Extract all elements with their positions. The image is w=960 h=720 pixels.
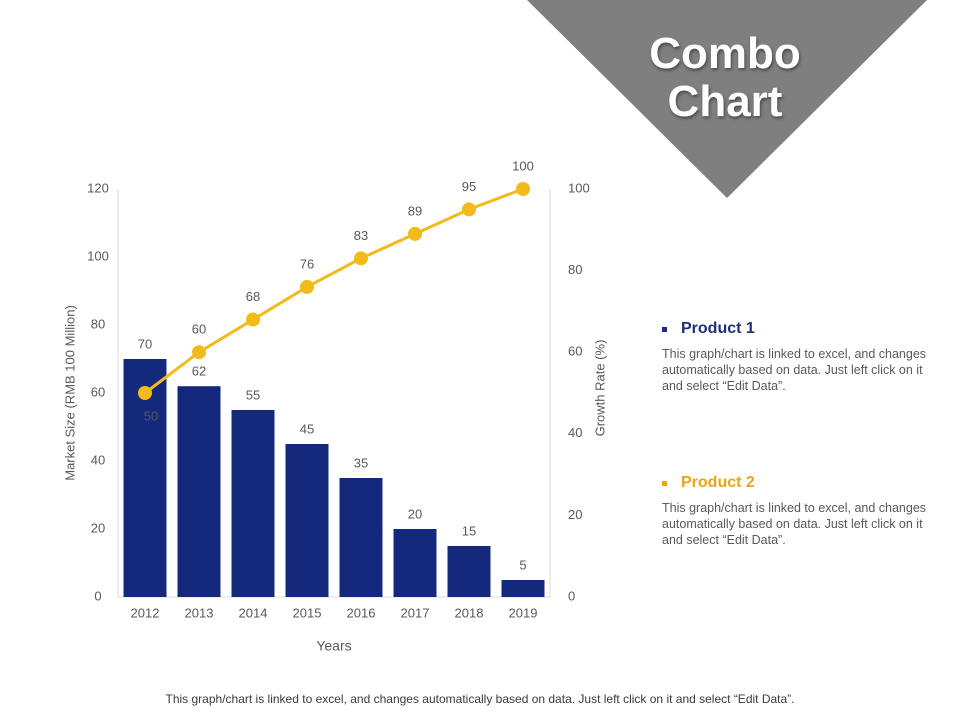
banner-triangle [527,0,927,198]
legend-product-2-label: Product 2 [681,474,755,491]
page-title: Combo Chart [649,29,801,126]
x-tick-label: 2015 [293,605,322,620]
x-tick-label: 2016 [347,605,376,620]
y2-tick-label: 20 [568,507,582,522]
line-point [192,345,206,360]
line-data-label: 60 [192,322,206,337]
legend-product-1: Product 1 This graph/chart is linked to … [662,320,942,394]
y-tick-label: 100 [87,248,109,263]
line-data-label: 100 [512,158,534,173]
line-point [246,312,260,327]
bar-data-label: 62 [192,364,206,379]
bar [501,580,545,597]
line-data-label: 68 [246,289,260,304]
line-data-label: 95 [462,179,476,194]
line-point [300,279,314,294]
line-point [516,182,530,196]
line-data-label: 76 [300,256,314,271]
title-banner [527,0,927,198]
line-point [138,386,152,400]
bar [177,386,221,597]
x-tick-label: 2014 [239,605,268,620]
square-bullet-icon [662,326,667,332]
bar-data-label: 55 [246,387,260,402]
x-tick-label: 2018 [455,605,484,620]
bar [285,444,329,597]
footnote: This graph/chart is linked to excel, and… [165,692,795,706]
y-tick-label: 20 [91,520,105,535]
y2-tick-label: 40 [568,425,582,440]
y-tick-label: 0 [94,588,101,603]
y-tick-label: 120 [87,180,109,195]
y-axis-title: Market Size (RMB 100 Million) [62,305,77,481]
bar-data-label: 35 [354,455,368,470]
bar [393,529,437,597]
x-tick-label: 2017 [401,605,430,620]
bar [447,546,491,597]
y2-tick-label: 100 [568,180,590,195]
y2-axis-title: Growth Rate (%) [592,340,607,437]
line-point [408,226,422,241]
legend-product-2: Product 2 This graph/chart is linked to … [662,474,942,548]
y-tick-label: 60 [91,384,105,399]
legend-product-2-desc: This graph/chart is linked to excel, and… [662,501,927,547]
bar [231,410,275,597]
y2-tick-label: 0 [568,588,575,603]
x-tick-label: 2019 [509,605,538,620]
legend-product-1-label: Product 1 [681,320,755,337]
x-tick-label: 2012 [131,605,160,620]
line-data-label: 50 [144,408,158,423]
y2-tick-label: 80 [568,262,582,277]
growth-rate-line [144,187,524,395]
x-axis-title: Years [316,638,351,654]
line-point [354,251,368,266]
bar-data-label: 45 [300,421,314,436]
square-bullet-icon [662,480,667,486]
bar-data-label: 20 [408,506,422,521]
y2-tick-label: 60 [568,344,582,359]
legend-product-1-desc: This graph/chart is linked to excel, and… [662,347,927,393]
y-tick-label: 80 [91,316,105,331]
x-tick-label: 2013 [185,605,214,620]
y-tick-label: 40 [91,452,105,467]
bar-data-label: 5 [519,557,526,572]
line-data-label: 89 [408,203,422,218]
bar-data-label: 70 [138,336,152,351]
line-point [462,202,476,217]
bar [339,478,383,597]
line-data-label: 83 [354,228,368,243]
bar-data-label: 15 [462,523,476,538]
